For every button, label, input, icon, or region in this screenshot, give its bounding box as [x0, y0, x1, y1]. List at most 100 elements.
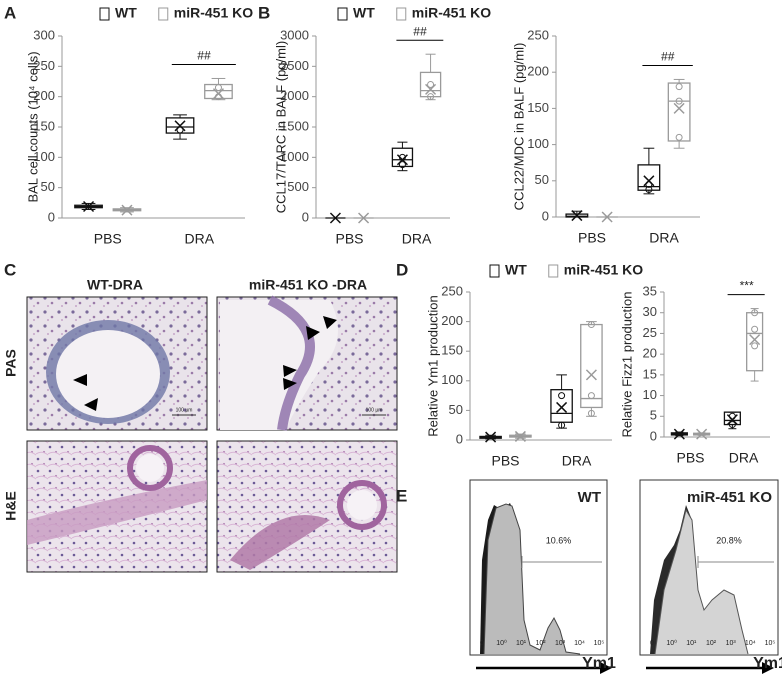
- box-plot: [165, 114, 195, 140]
- mean-marker: [358, 212, 370, 224]
- x-tick-label: 10¹: [686, 640, 697, 647]
- y-tick-label: 0: [302, 209, 309, 224]
- box: [204, 83, 233, 100]
- y-tick-label: 0: [542, 208, 549, 223]
- legend-swatch: [489, 264, 500, 278]
- y-tick-label: 3000: [280, 27, 309, 42]
- micrographs: WT-DRA miR-451 KO -DRA PAS H&E 100 µm 10…: [3, 277, 398, 573]
- x-tick-label: PBS: [94, 231, 122, 247]
- data-point: [645, 185, 653, 193]
- box-plot: [391, 141, 414, 172]
- flow-histogram: miR-451 KO 20.8% 0 10⁰ 10¹ 10² 10³ 10⁴ 10⁵ Ym1: [639, 479, 782, 674]
- mean-marker: [673, 102, 685, 114]
- micrograph: [216, 440, 398, 573]
- x-tick-label: DRA: [729, 450, 759, 466]
- box-plot: [670, 428, 688, 440]
- data-point: [427, 81, 435, 89]
- x-tick-label: PBS: [335, 231, 363, 247]
- box-plot: [565, 210, 589, 222]
- data-point: [728, 412, 736, 420]
- panel-label: A: [4, 3, 16, 22]
- mean-marker: [425, 83, 437, 95]
- box-plot: [325, 212, 346, 224]
- box-plot: [596, 211, 618, 223]
- y-axis-label: Relative Ym1 production: [425, 295, 440, 436]
- y-tick-label: 2500: [280, 58, 309, 73]
- annotation: ##: [197, 49, 211, 63]
- y-axis-label: CCL17/TARC in BALF (pg/ml): [273, 41, 288, 213]
- legend-label: miR-451 KO: [174, 5, 253, 21]
- column-title: WT-DRA: [87, 277, 143, 293]
- legend-swatch: [99, 7, 110, 21]
- box-plot: [419, 53, 442, 101]
- data-point: [558, 392, 566, 400]
- mean-marker: [696, 428, 708, 440]
- legend-swatch: [337, 7, 348, 21]
- mean-marker: [643, 175, 655, 187]
- box: [746, 312, 764, 372]
- box-plot: [580, 321, 603, 417]
- y-tick-label: 100: [441, 372, 463, 387]
- gate-label: 10.6%: [546, 535, 572, 545]
- mean-marker: [749, 334, 761, 346]
- x-tick-label: 10⁰: [496, 639, 507, 647]
- box-plot: [667, 78, 691, 149]
- panel-label: E: [396, 486, 407, 505]
- data-point: [751, 309, 759, 317]
- legend-swatch: [548, 264, 559, 278]
- y-tick-label: 100: [33, 149, 55, 164]
- y-tick-label: 0: [48, 209, 55, 224]
- y-tick-label: 15: [643, 366, 657, 381]
- x-tick-label: DRA: [649, 230, 679, 246]
- box: [723, 411, 741, 426]
- y-axis-label: Relative Fizz1 production: [619, 292, 634, 438]
- y-axis-label: BAL cell counts (10⁴ cells): [25, 51, 40, 202]
- mean-marker: [673, 428, 685, 440]
- box: [667, 82, 691, 142]
- data-point: [645, 180, 653, 188]
- y-tick-label: 2000: [280, 88, 309, 103]
- box-plot: [353, 212, 374, 224]
- x-tick-label: 10²: [535, 640, 546, 647]
- data-point: [398, 161, 406, 169]
- y-tick-label: 25: [643, 325, 657, 340]
- y-tick-label: 200: [527, 64, 549, 79]
- y-tick-label: 500: [287, 179, 309, 194]
- y-tick-label: 10: [643, 387, 657, 402]
- legend-label: miR-451 KO: [412, 5, 491, 21]
- x-tick-label: DRA: [184, 231, 214, 247]
- x-tick-label: 10⁵: [594, 640, 605, 647]
- mean-marker: [585, 369, 597, 381]
- annotation: ***: [739, 279, 753, 293]
- legend-label: miR-451 KO: [564, 262, 643, 278]
- y-tick-label: 50: [535, 172, 549, 187]
- y-tick-label: 250: [33, 58, 55, 73]
- box: [637, 164, 661, 191]
- legend-label: WT: [505, 262, 527, 278]
- x-tick-label: 10³: [555, 640, 566, 647]
- x-axis-label: Ym1: [582, 655, 616, 672]
- legend-swatch: [396, 7, 407, 21]
- y-tick-label: 200: [441, 313, 463, 328]
- data-point: [675, 133, 683, 141]
- y-tick-label: 150: [441, 343, 463, 358]
- flow-title: miR-451 KO: [687, 489, 772, 506]
- y-tick-label: 0: [650, 428, 657, 443]
- box-plot: [746, 308, 764, 382]
- x-tick-label: 10⁵: [765, 640, 776, 647]
- y-tick-label: 20: [643, 346, 657, 361]
- y-tick-label: 300: [33, 27, 55, 42]
- x-tick-label: 0: [650, 640, 654, 647]
- column-title: miR-451 KO -DRA: [249, 277, 367, 293]
- data-point: [398, 153, 406, 161]
- box-plot: [112, 204, 142, 216]
- gate-label: 20.8%: [716, 535, 742, 545]
- micrograph: 100 µm: [216, 295, 398, 431]
- legend-label: WT: [353, 5, 375, 21]
- y-tick-label: 100: [527, 136, 549, 151]
- micrograph: 100 µm: [26, 296, 208, 431]
- legend-swatch: [158, 7, 169, 21]
- flow-title: WT: [578, 489, 601, 506]
- box-plot: [204, 77, 233, 101]
- y-axis-label: CCL22/MDC in BALF (pg/ml): [511, 43, 526, 211]
